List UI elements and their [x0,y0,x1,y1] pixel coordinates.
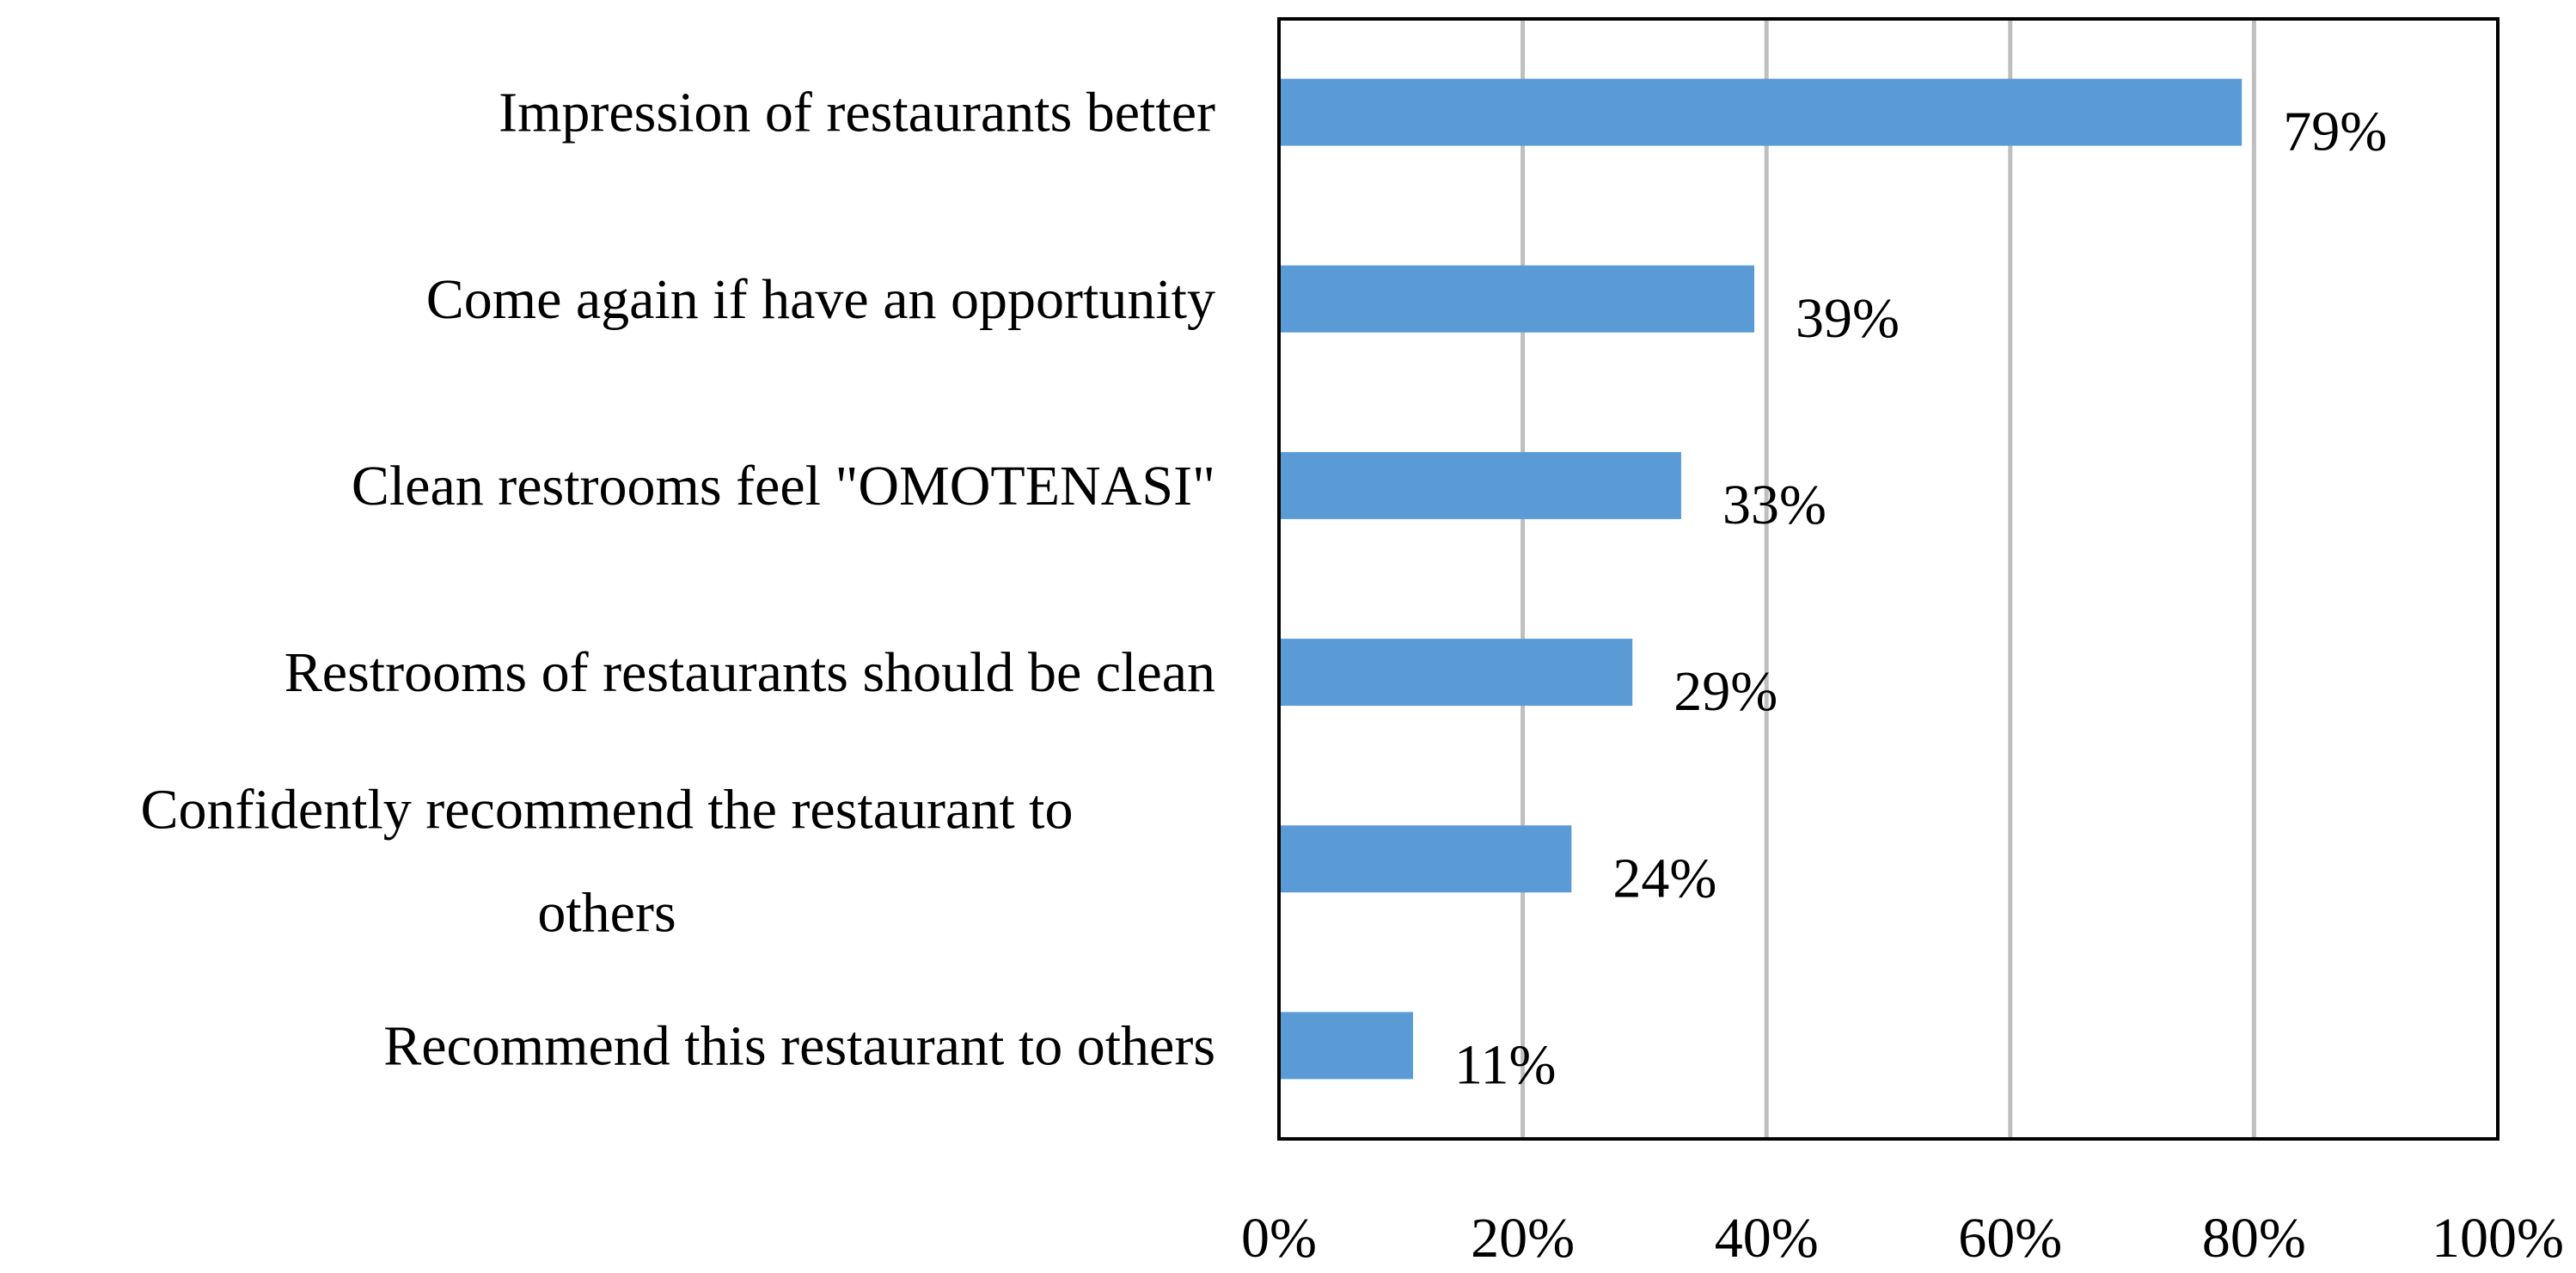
bar [1279,825,1572,893]
bar [1279,1012,1413,1080]
category-label: Come again if have an opportunity [426,268,1215,331]
category-label: Impression of restaurants better [499,82,1215,144]
bar [1279,639,1633,707]
data-label: 79% [2283,101,2387,163]
x-tick-label: 40% [1715,1207,1819,1270]
x-tick-label: 20% [1471,1207,1575,1270]
bar [1279,265,1755,333]
x-tick-label: 0% [1241,1207,1317,1270]
bar [1279,451,1681,519]
data-label: 24% [1612,847,1716,909]
data-label: 39% [1796,287,1900,350]
bar [1279,78,2243,146]
data-label: 11% [1454,1033,1557,1096]
x-tick-label: 100% [2432,1207,2564,1270]
x-axis-tick-labels: 0% 20% 40% 60% 80% 100% [1241,1207,2564,1270]
data-label: 29% [1673,660,1778,723]
category-label: Recommend this restaurant to others [383,1014,1215,1077]
x-tick-label: 60% [1958,1207,2062,1270]
data-label: 33% [1722,474,1826,536]
plot-area-frame [1277,17,2500,1141]
value-labels: 79% 39% 33% 29% 24% 11% [1454,101,2387,1097]
grid-lines [1521,19,2256,1139]
category-labels: Impression of restaurants better Come aga… [140,82,1215,1078]
bars [1279,78,2243,1080]
category-label: Restrooms of restaurants should be clean [285,641,1215,704]
category-label: Clean restrooms feel "OMOTENASI" [352,455,1215,517]
category-label: others [537,881,676,944]
category-label: Confidently recommend the restaurant to [140,778,1073,841]
x-tick-label: 80% [2202,1207,2306,1270]
